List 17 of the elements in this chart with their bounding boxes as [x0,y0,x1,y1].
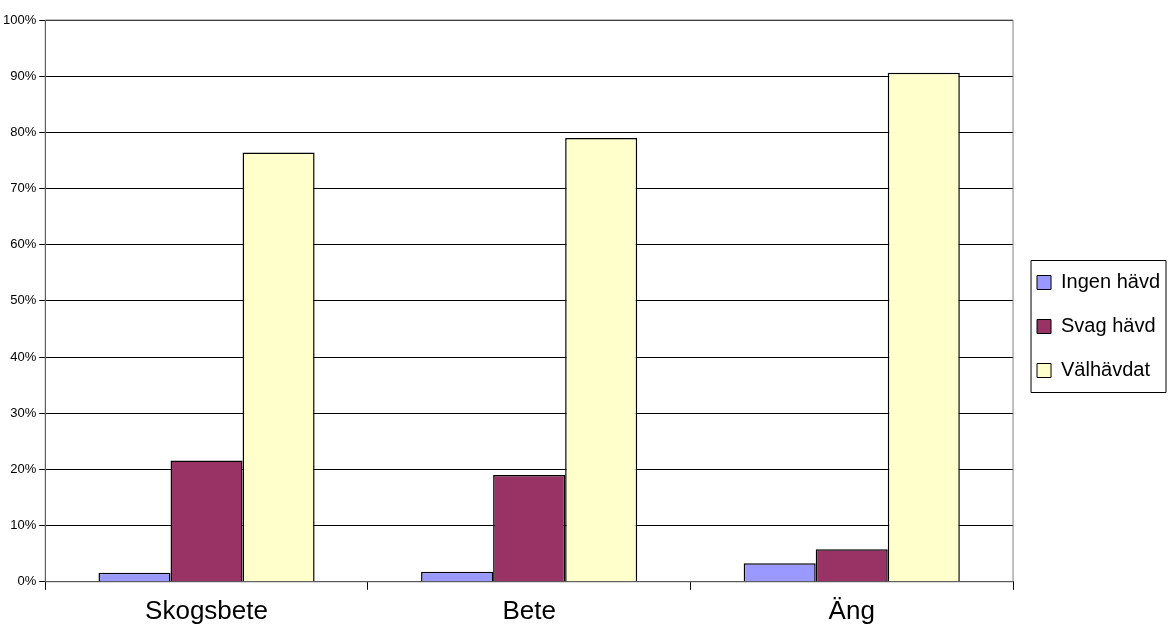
y-tick-label: 70% [10,180,37,196]
y-tick-label: 40% [10,348,37,364]
y-tick-label: 60% [10,236,37,252]
y-tick-label: 50% [10,292,37,308]
y-tick-label: 30% [10,404,37,420]
y-tick-label: 10% [10,517,37,533]
y-tick-label: 0% [17,573,37,589]
x-tick-label: Skogsbete [145,594,268,625]
legend-label: Ingen hävd [1061,270,1161,293]
y-tick-label: 90% [10,67,37,83]
y-tick-label: 100% [3,11,37,27]
y-tick-label: 20% [10,461,37,477]
legend-label: Välhävdat [1061,358,1151,381]
legend-label: Svag hävd [1061,314,1156,337]
x-tick-label: Bete [502,594,556,625]
x-tick-label: Äng [828,594,875,625]
y-tick-label: 80% [10,123,37,139]
